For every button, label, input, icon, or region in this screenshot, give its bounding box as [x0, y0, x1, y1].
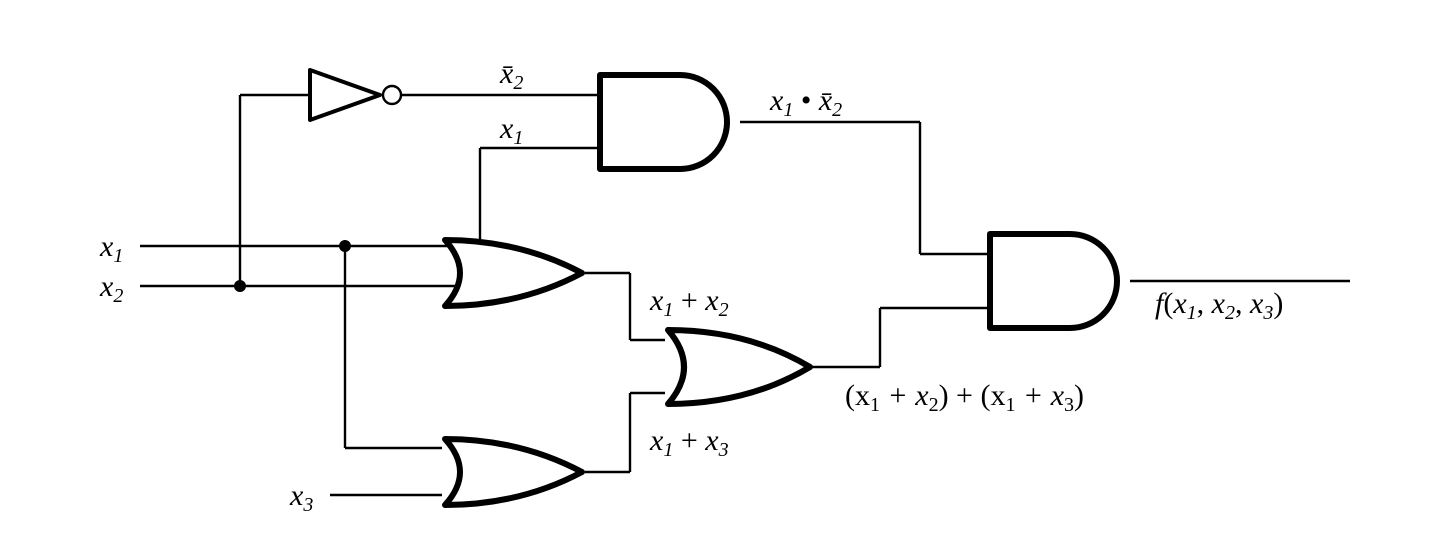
junction-dot — [339, 240, 351, 252]
label-sum12: x1 + x2 — [649, 284, 729, 321]
label-x2bar: x̄2 — [499, 57, 523, 94]
logic-circuit: x1 x2 x3 x̄2 x1 x1 • x̄2 x1 + x2 x1 + x3… — [0, 0, 1454, 548]
gate-or-3 — [668, 330, 810, 404]
label-big-or: (x1 + x2) + (x1 + x3) — [845, 379, 1084, 416]
label-and1-out: x1 • x̄2 — [769, 84, 842, 121]
gate-and-out — [990, 234, 1117, 328]
gate-or-1 — [445, 240, 582, 306]
label-x3: x3 — [289, 479, 313, 516]
label-sum13: x1 + x3 — [649, 424, 729, 461]
label-x1-wire: x1 — [499, 112, 523, 149]
junction-dot — [234, 280, 246, 292]
label-x2: x2 — [99, 270, 123, 307]
gate-or-2 — [445, 439, 582, 505]
gate-not — [310, 70, 380, 120]
label-x1: x1 — [99, 230, 123, 267]
label-output: f(x1, x2, x3) — [1155, 287, 1283, 324]
not-bubble — [383, 86, 401, 104]
gate-and-top — [600, 75, 727, 169]
